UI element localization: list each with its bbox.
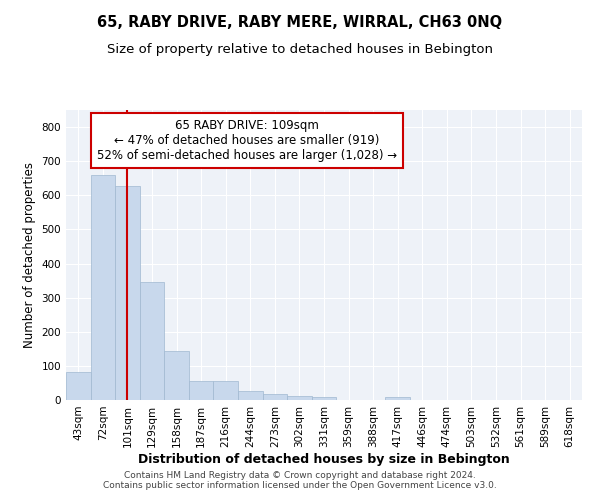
Bar (115, 186, 140, 400)
Text: Contains HM Land Registry data © Crown copyright and database right 2024.
Contai: Contains HM Land Registry data © Crown c… (103, 470, 497, 490)
Text: 65, RABY DRIVE, RABY MERE, WIRRAL, CH63 0NQ: 65, RABY DRIVE, RABY MERE, WIRRAL, CH63 … (97, 15, 503, 30)
Bar (312, 397, 336, 400)
Bar (214, 380, 238, 400)
Bar (385, 398, 410, 400)
Bar (189, 380, 214, 400)
X-axis label: Distribution of detached houses by size in Bebington: Distribution of detached houses by size … (138, 452, 510, 466)
Y-axis label: Number of detached properties: Number of detached properties (23, 162, 36, 348)
Bar (238, 392, 263, 400)
Bar (66, 372, 91, 400)
Bar (91, 175, 115, 400)
Bar (263, 394, 287, 400)
Bar (140, 282, 164, 400)
Bar (164, 350, 189, 400)
Text: Size of property relative to detached houses in Bebington: Size of property relative to detached ho… (107, 42, 493, 56)
Text: 65 RABY DRIVE: 109sqm
← 47% of detached houses are smaller (919)
52% of semi-det: 65 RABY DRIVE: 109sqm ← 47% of detached … (97, 118, 397, 162)
Bar (287, 396, 312, 400)
